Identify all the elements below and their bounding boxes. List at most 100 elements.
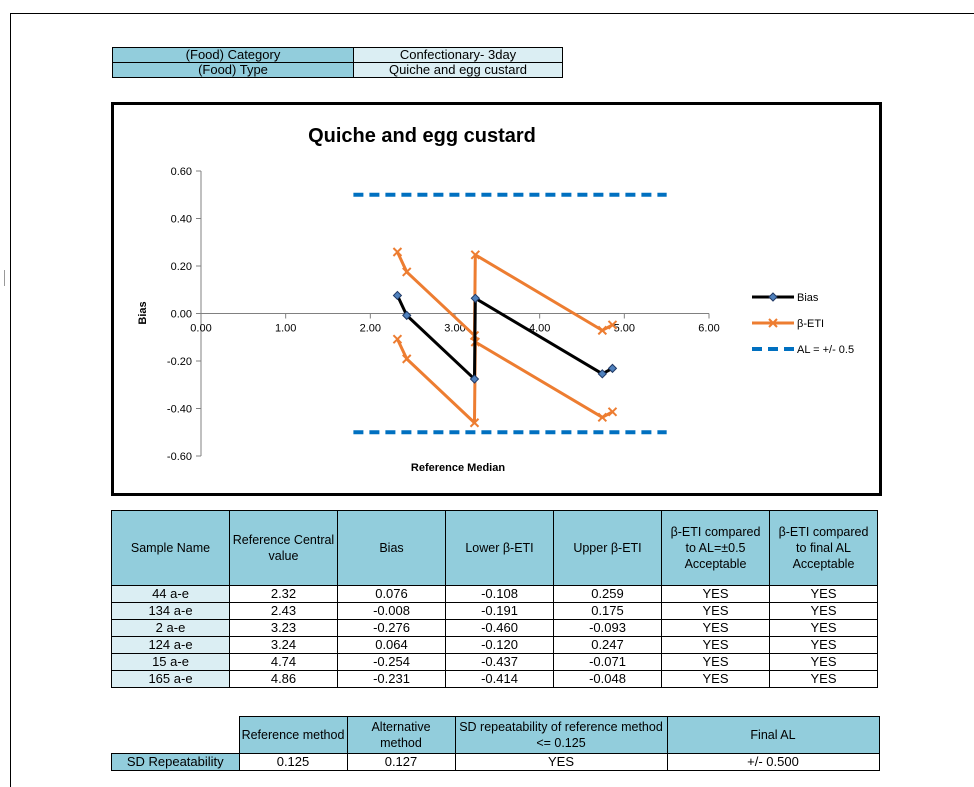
x-tick-label: 2.00 [360,323,381,335]
type-row: (Food) Type Quiche and egg custard [112,62,563,78]
y-tick-label: -0.40 [167,404,192,416]
bias-point [597,369,608,379]
results-cell[interactable]: YES [769,670,878,688]
legend-label: AL = +/- 0.5 [797,344,854,356]
results-cell[interactable]: YES [769,619,878,637]
bias-point [469,374,480,384]
sd-header-row: Reference method Alternative method SD rep… [111,716,880,754]
food-info-table: (Food) Category Confectionary- 3day (Foo… [112,47,563,78]
bias-point [392,290,403,301]
results-cell[interactable]: YES [661,602,770,620]
type-label: (Food) Type [112,62,354,78]
x-axis-label: Reference Median [411,462,505,474]
results-cell[interactable]: YES [661,670,770,688]
legend-label: Bias [797,292,819,304]
results-cell[interactable]: -0.048 [553,670,662,688]
results-cell[interactable]: 4.86 [229,670,338,688]
category-value[interactable]: Confectionary- 3day [353,47,563,63]
eti-point [607,407,618,417]
results-header-5: β-ETI compared to AL=±0.5 Acceptable [661,510,770,586]
category-row: (Food) Category Confectionary- 3day [112,47,563,63]
results-table: Sample Name Reference Central value Bias Lo… [111,510,878,688]
results-cell[interactable]: YES [661,619,770,637]
sheet-border-top [10,13,974,14]
series-line-1 [396,251,614,338]
results-cell[interactable]: -0.120 [445,636,554,654]
sd-row-label: SD Repeatability [111,753,240,771]
sd-value-3[interactable]: +/- 0.500 [666,753,880,771]
sd-value-2[interactable]: YES [454,753,668,771]
series-line-0 [396,294,614,381]
table-row: 124 a-e 3.24 0.064 -0.120 0.247 YES YES [111,636,878,654]
results-cell[interactable]: YES [661,636,770,654]
sd-value-0[interactable]: 0.125 [238,753,348,771]
results-header-0: Sample Name [111,510,230,586]
results-cell[interactable]: 3.23 [229,619,338,637]
y-tick-label: 0.60 [171,166,192,178]
y-tick-label: -0.20 [167,356,192,368]
results-cell[interactable]: 4.74 [229,653,338,671]
results-cell[interactable]: 0.259 [553,585,662,603]
bias-point [402,310,412,321]
results-cell[interactable]: YES [769,585,878,603]
type-value[interactable]: Quiche and egg custard [353,62,563,78]
eti-point [392,334,403,344]
x-tick-label: 3.00 [444,323,465,335]
sd-header-blank [111,716,239,754]
results-cell[interactable]: 0.076 [337,585,446,603]
x-tick-label: 1.00 [275,323,296,335]
results-cell[interactable]: 2.43 [229,602,338,620]
sd-repeatability-table: Reference method Alternative method SD rep… [111,716,880,771]
eti-point [402,354,412,364]
results-header-6: β-ETI compared to final AL Acceptable [769,510,878,586]
eti-point [597,325,608,336]
results-cell[interactable]: 134 a-e [111,602,230,620]
results-header-row: Sample Name Reference Central value Bias Lo… [111,510,878,586]
series-line-2 [396,338,614,425]
bias-point [607,363,618,374]
results-cell[interactable]: -0.071 [553,653,662,671]
results-cell[interactable]: 2 a-e [111,619,230,637]
results-cell[interactable]: -0.108 [445,585,554,603]
results-cell[interactable]: YES [661,653,770,671]
results-cell[interactable]: -0.254 [337,653,446,671]
results-cell[interactable]: 15 a-e [111,653,230,671]
y-tick-label: -0.60 [167,451,192,463]
eti-point [768,318,778,328]
eti-point [597,412,608,422]
results-cell[interactable]: -0.437 [445,653,554,671]
results-header-4: Upper β-ETI [553,510,662,586]
eti-point [607,320,618,330]
sd-value-1[interactable]: 0.127 [346,753,456,771]
x-tick-label: 6.00 [698,323,719,335]
results-cell[interactable]: 44 a-e [111,585,230,603]
x-tick-label: 5.00 [614,323,635,335]
results-cell[interactable]: YES [661,585,770,603]
table-row: 44 a-e 2.32 0.076 -0.108 0.259 YES YES [111,585,878,603]
results-cell[interactable]: 2.32 [229,585,338,603]
results-cell[interactable]: 0.247 [553,636,662,654]
results-cell[interactable]: -0.231 [337,670,446,688]
results-cell[interactable]: 0.175 [553,602,662,620]
legend-label: β-ETI [797,318,824,330]
results-cell[interactable]: -0.191 [445,602,554,620]
results-cell[interactable]: -0.008 [337,602,446,620]
results-cell[interactable]: YES [769,602,878,620]
results-cell[interactable]: -0.093 [553,619,662,637]
sheet-edge-mark [4,270,5,286]
results-cell[interactable]: YES [769,653,878,671]
table-row: 15 a-e 4.74 -0.254 -0.437 -0.071 YES YES [111,653,878,671]
chart-area[interactable]: Quiche and egg custard 0.60 0.40 0.20 0.00 -0… [111,102,882,496]
y-axis-label: Bias [137,301,149,324]
results-header-2: Bias [337,510,446,586]
results-cell[interactable]: 165 a-e [111,670,230,688]
results-cell[interactable]: 0.064 [337,636,446,654]
results-cell[interactable]: -0.460 [445,619,554,637]
results-cell[interactable]: 3.24 [229,636,338,654]
y-tick-label: 0.00 [171,309,192,321]
bias-point [768,292,778,302]
results-cell[interactable]: -0.414 [445,670,554,688]
results-cell[interactable]: -0.276 [337,619,446,637]
results-cell[interactable]: YES [769,636,878,654]
results-cell[interactable]: 124 a-e [111,636,230,654]
